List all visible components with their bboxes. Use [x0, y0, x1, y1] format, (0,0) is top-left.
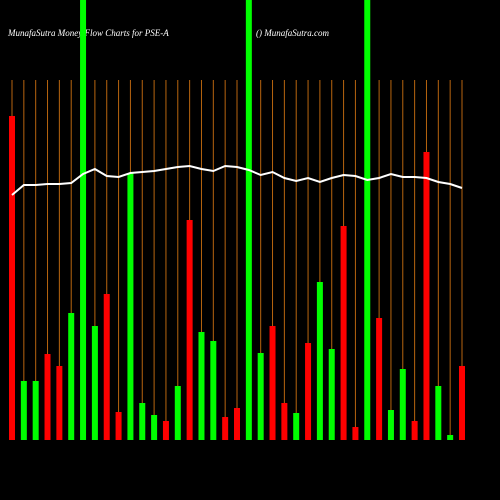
- bar: [447, 435, 454, 440]
- bar: [245, 0, 252, 440]
- bar: [186, 220, 193, 440]
- bar: [9, 116, 15, 440]
- bar: [20, 381, 27, 440]
- bar: [376, 318, 383, 440]
- chart-subtitle: () MunafaSutra.com: [256, 28, 329, 38]
- bar: [139, 403, 146, 440]
- bar: [423, 152, 430, 440]
- bar: [210, 341, 217, 440]
- bar: [80, 0, 87, 440]
- bar: [316, 282, 323, 440]
- bar: [151, 415, 158, 440]
- bar: [459, 366, 465, 440]
- bar: [162, 421, 169, 440]
- bar: [234, 408, 240, 440]
- bar: [352, 427, 359, 440]
- money-flow-line: [11, 164, 463, 196]
- bar: [115, 412, 122, 440]
- bar: [198, 332, 205, 440]
- bar: [364, 0, 371, 440]
- bar: [269, 326, 276, 440]
- bar: [222, 417, 229, 440]
- bar: [305, 343, 312, 440]
- bar: [68, 313, 75, 440]
- bar: [387, 410, 394, 440]
- bar: [91, 326, 98, 440]
- bar: [44, 354, 51, 440]
- bar: [435, 386, 442, 440]
- chart-title: MunafaSutra Money Flow Charts for PSE-A: [7, 28, 169, 38]
- bar: [340, 226, 347, 440]
- bar: [411, 421, 418, 440]
- bar: [103, 294, 110, 440]
- bar: [56, 366, 63, 440]
- bar: [399, 369, 406, 440]
- bar: [127, 173, 134, 440]
- bar: [32, 381, 39, 440]
- bar: [174, 386, 181, 440]
- bar: [293, 413, 300, 440]
- bar: [328, 349, 335, 440]
- bar: [257, 353, 264, 440]
- bar: [281, 403, 288, 440]
